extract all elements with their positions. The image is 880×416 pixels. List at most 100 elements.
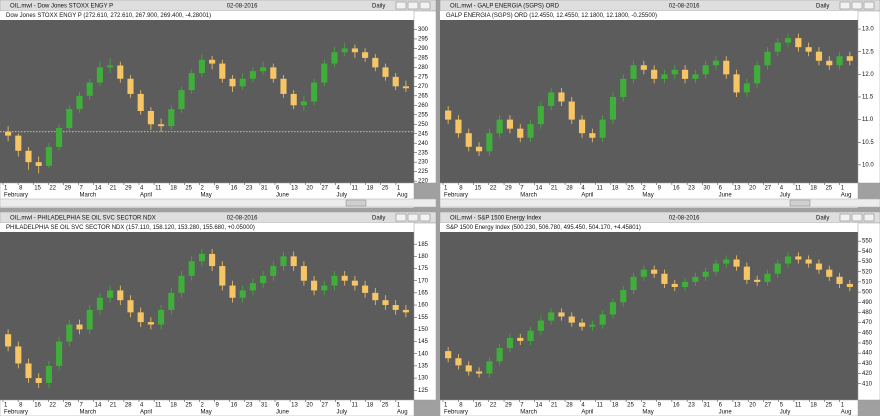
candle-body — [372, 292, 379, 301]
y-tick-label: 10.5 — [862, 140, 874, 146]
candle-body — [836, 56, 843, 66]
candle-body — [527, 124, 534, 138]
y-tick-label: 520 — [862, 269, 873, 275]
x-tick-label: 16 — [475, 403, 482, 409]
close-button[interactable] — [419, 1, 431, 10]
scroll-thumb[interactable] — [345, 199, 367, 207]
candle-body — [712, 263, 720, 272]
month-label: March — [80, 410, 97, 416]
y-tick-label: 510 — [862, 279, 873, 285]
x-tick-label: 1 — [444, 186, 448, 192]
minimize-button[interactable] — [395, 213, 407, 222]
x-tick-label: 13 — [291, 403, 298, 409]
x-tick-label: 18 — [170, 186, 177, 192]
plot-area — [0, 232, 414, 400]
y-tick-label: 225 — [418, 169, 429, 175]
candle-body — [300, 266, 307, 281]
x-tick-label: 2 — [200, 186, 204, 192]
x-tick-label: 22 — [49, 186, 56, 192]
maximize-button[interactable] — [851, 213, 863, 222]
x-tick-label: 20 — [749, 186, 756, 192]
x-axis-area — [0, 399, 415, 416]
candle-body — [743, 83, 750, 93]
candle-body — [527, 330, 534, 341]
maximize-button[interactable] — [407, 213, 419, 222]
y-tick-label: 235 — [418, 150, 429, 156]
minimize-button[interactable] — [839, 213, 851, 222]
maximize-button[interactable] — [851, 1, 863, 10]
candle-body — [76, 95, 83, 110]
x-tick-label: 4 — [140, 403, 144, 409]
x-tick-label: 23 — [688, 403, 695, 409]
candle-body — [455, 119, 462, 134]
scrollbar[interactable] — [440, 198, 880, 208]
scroll-thumb[interactable] — [789, 199, 811, 207]
y-tick-label: 170 — [418, 278, 429, 284]
x-tick-label: 5 — [336, 403, 340, 409]
y-tick-label: 280 — [418, 65, 429, 71]
scrollbar[interactable] — [0, 198, 436, 208]
legend-bar — [0, 11, 414, 20]
month-label: Aug — [397, 193, 408, 199]
candle-body — [764, 273, 771, 282]
y-tick-label: 460 — [862, 330, 873, 336]
minimize-button[interactable] — [839, 1, 851, 10]
month-label: July — [336, 193, 347, 199]
x-tick-label: 30 — [703, 186, 710, 192]
candle-body — [568, 316, 575, 323]
x-tick-label: 18 — [367, 403, 374, 409]
y-tick-label: 430 — [862, 361, 873, 367]
close-button[interactable] — [863, 213, 875, 222]
y-tick-label: 285 — [418, 55, 429, 61]
x-tick-label: 18 — [612, 186, 619, 192]
x-tick-label: 6 — [276, 403, 280, 409]
x-tick-label: 4 — [336, 186, 340, 192]
candle-body — [219, 266, 226, 286]
candle-body — [158, 309, 165, 325]
window-title: OIL.mwl - Dow Jones STOXX ENGY P — [10, 4, 113, 10]
candle-body — [609, 302, 617, 315]
x-tick-label: 27 — [321, 186, 328, 192]
maximize-button[interactable] — [407, 1, 419, 10]
candle-body — [702, 271, 709, 277]
y-tick-label: 12.5 — [862, 49, 874, 55]
month-label: February — [444, 410, 468, 416]
candle-body — [589, 133, 596, 138]
close-button[interactable] — [419, 213, 431, 222]
x-tick-label: 16 — [673, 186, 680, 192]
chart-window: OIL.mwl - Dow Jones STOXX ENGY P 02-08-20… — [0, 0, 436, 208]
x-tick-label: 15 — [475, 186, 482, 192]
month-label: July — [336, 410, 347, 416]
month-label: Aug — [397, 410, 408, 416]
x-tick-label: 2 — [200, 403, 204, 409]
candle-body — [178, 90, 185, 110]
candle-body — [774, 263, 781, 274]
x-tick-label: 25 — [382, 186, 389, 192]
candle-body — [455, 358, 462, 366]
y-tick-label: 295 — [418, 37, 429, 43]
x-tick-label: 9 — [216, 186, 220, 192]
window-date: 02-08-2016 — [669, 4, 700, 10]
month-label: February — [444, 193, 468, 199]
minimize-button[interactable] — [395, 1, 407, 10]
candle-body — [651, 69, 658, 79]
y-tick-label: 160 — [418, 303, 429, 309]
candle-body — [805, 47, 812, 52]
x-tick-label: 16 — [673, 403, 680, 409]
x-tick-label: 11 — [352, 403, 359, 409]
x-tick-label: 1 — [4, 403, 8, 409]
y-tick-label: 250 — [418, 122, 429, 128]
y-tick-label: 530 — [862, 259, 873, 265]
candle-body — [661, 74, 668, 79]
candle-body — [209, 59, 216, 64]
candle-body — [15, 135, 22, 151]
close-button[interactable] — [863, 1, 875, 10]
candle-body — [239, 290, 246, 298]
x-tick-label: 18 — [810, 186, 817, 192]
candle-body — [620, 78, 627, 97]
candle-body — [127, 78, 134, 94]
window-period: Daily — [816, 4, 829, 10]
x-tick-label: 7 — [520, 403, 524, 409]
candle-body — [260, 275, 267, 284]
x-tick-label: 4 — [780, 186, 784, 192]
